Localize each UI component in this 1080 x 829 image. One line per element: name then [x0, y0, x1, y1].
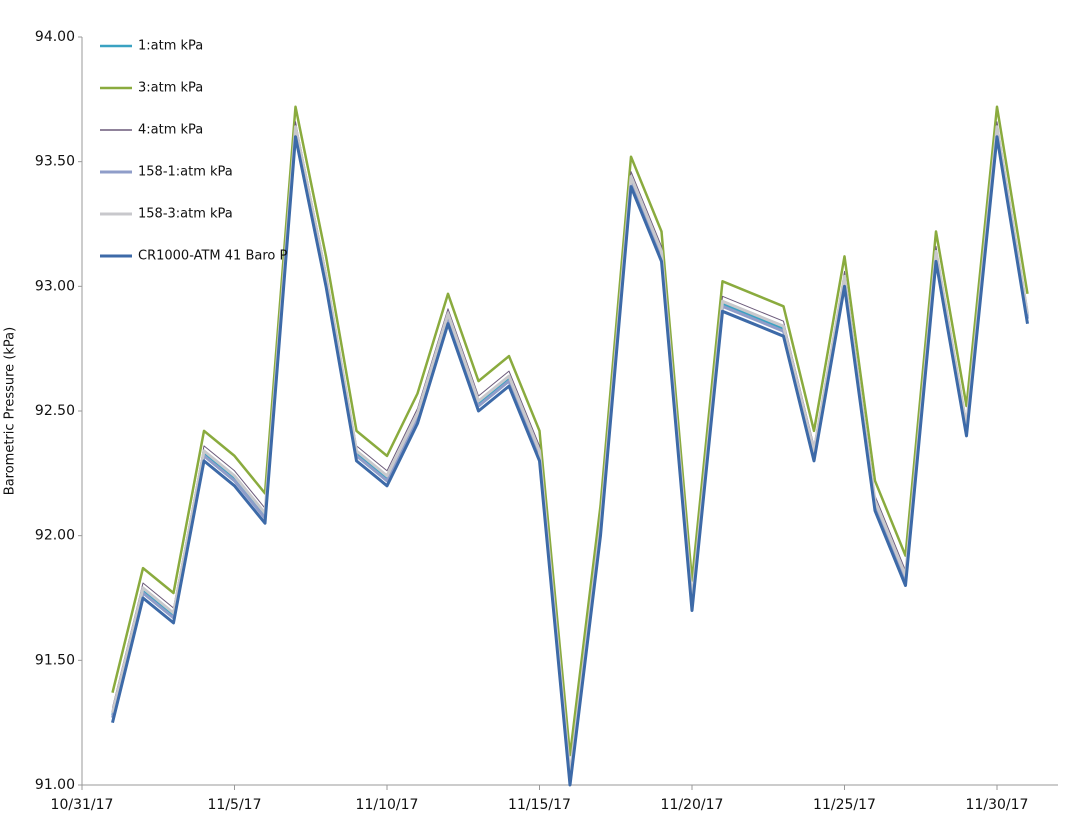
y-tick-label: 93.50 — [35, 154, 75, 170]
x-tick-label: 11/30/17 — [966, 797, 1029, 813]
x-tick-label: 10/31/17 — [51, 797, 114, 813]
y-tick-label: 91.00 — [35, 777, 75, 793]
series-line — [111, 130, 1029, 782]
y-tick-label: 91.50 — [35, 652, 75, 668]
legend-label: CR1000-ATM 41 Baro P — [138, 249, 287, 264]
x-tick-label: 11/15/17 — [508, 797, 571, 813]
x-tick-label: 11/25/17 — [813, 797, 876, 813]
y-axis-label: Barometric Pressure (kPa) — [3, 327, 18, 495]
series-line — [111, 128, 1029, 779]
legend-label: 4:atm kPa — [138, 123, 203, 138]
legend-label: 158-3:atm kPa — [138, 207, 233, 222]
x-tick-label: 11/10/17 — [356, 797, 419, 813]
legend-label: 158-1:atm kPa — [138, 165, 233, 180]
legend-label: 3:atm kPa — [138, 81, 203, 96]
y-tick-label: 94.00 — [35, 29, 75, 45]
legend-label: 1:atm kPa — [138, 39, 203, 54]
y-tick-label: 92.50 — [35, 403, 75, 419]
y-tick-label: 93.00 — [35, 278, 75, 294]
series-line — [111, 105, 1029, 757]
series-line — [111, 125, 1029, 777]
x-tick-label: 11/5/17 — [208, 797, 262, 813]
y-tick-label: 92.00 — [35, 528, 75, 544]
x-tick-label: 11/20/17 — [661, 797, 724, 813]
series-line — [112, 121, 1028, 771]
series-line — [111, 135, 1029, 787]
